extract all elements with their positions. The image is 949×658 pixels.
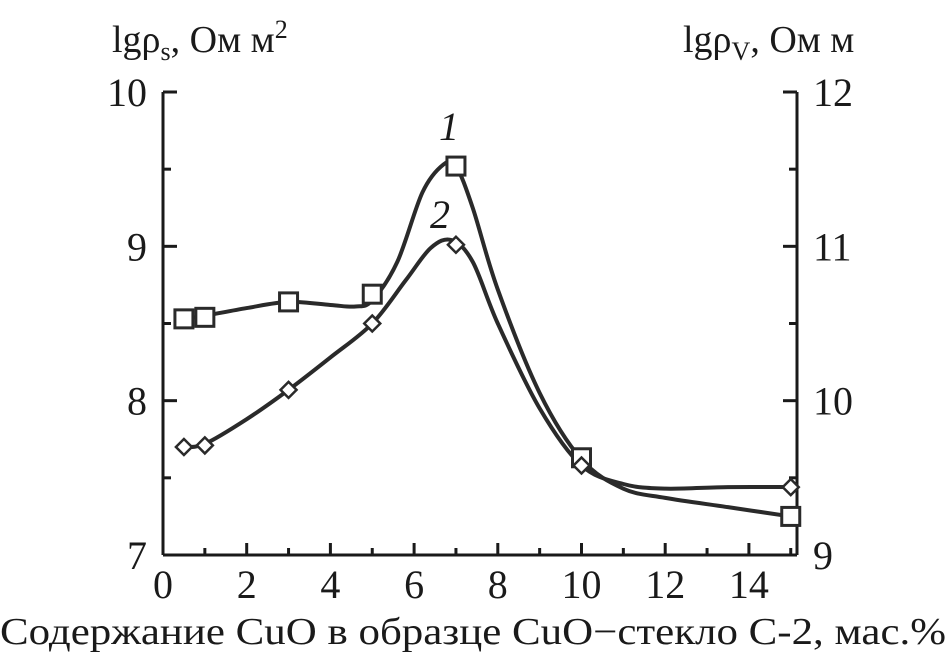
series-2-line bbox=[181, 237, 793, 491]
x-tick-label: 12 bbox=[645, 562, 685, 607]
x-tick-label: 10 bbox=[562, 562, 602, 607]
series-2-point bbox=[362, 313, 383, 334]
series-1-point bbox=[780, 505, 802, 527]
left-axis-title-main: lgρ bbox=[112, 19, 161, 61]
x-axis-title: Содержание CuO в образце CuO−стекло С-2,… bbox=[0, 611, 946, 653]
x-tick-label: 8 bbox=[488, 562, 508, 607]
y-right-tick-label: 12 bbox=[813, 70, 853, 115]
x-tick-label: 0 bbox=[153, 562, 173, 607]
x-tick-label: 4 bbox=[320, 562, 340, 607]
series-1-point bbox=[173, 308, 195, 330]
series-2-point bbox=[446, 235, 466, 255]
series-2-point bbox=[195, 435, 215, 456]
y-right-tick-label: 9 bbox=[813, 533, 833, 578]
series-markers bbox=[173, 155, 802, 527]
x-tick-label: 6 bbox=[404, 562, 424, 607]
x-tick-label: 14 bbox=[729, 562, 769, 607]
series-curves bbox=[181, 158, 793, 519]
y-left-tick-label: 8 bbox=[127, 379, 147, 424]
series-2-point bbox=[174, 437, 194, 457]
right-axis-title-sub: V bbox=[732, 37, 751, 66]
x-tick-label: 2 bbox=[237, 562, 257, 607]
right-axis-title-main: lgρ bbox=[683, 19, 732, 61]
series-2-point bbox=[780, 477, 801, 497]
right-axis-title: lgρV, Ом м bbox=[683, 19, 854, 66]
series-1-point bbox=[194, 306, 216, 328]
series-1-line bbox=[181, 158, 793, 519]
series-1-point bbox=[278, 291, 300, 313]
left-axis-title-sup: 2 bbox=[275, 15, 288, 44]
series-2-point bbox=[278, 380, 299, 400]
left-axis-title: lgρs, Ом м2 bbox=[112, 15, 288, 66]
y-right-tick-label: 11 bbox=[813, 224, 852, 269]
y-left-tick-label: 7 bbox=[127, 533, 147, 578]
y-left-tick-label: 10 bbox=[107, 70, 147, 115]
left-axis-title-sub: s bbox=[161, 37, 171, 66]
y-right-tick-label: 10 bbox=[813, 379, 853, 424]
y-left-tick-label: 9 bbox=[127, 224, 147, 269]
ticks bbox=[161, 90, 797, 557]
right-axis-title-unit: , Ом м bbox=[750, 19, 854, 61]
series-1-label: 1 bbox=[439, 104, 459, 149]
series-2-point bbox=[571, 455, 592, 476]
series-1-point bbox=[445, 155, 467, 177]
left-axis-title-unit: , Ом м bbox=[171, 19, 275, 61]
series-1-point bbox=[361, 283, 383, 305]
series-2-label: 2 bbox=[430, 192, 450, 237]
series-labels: 12 bbox=[430, 104, 459, 237]
